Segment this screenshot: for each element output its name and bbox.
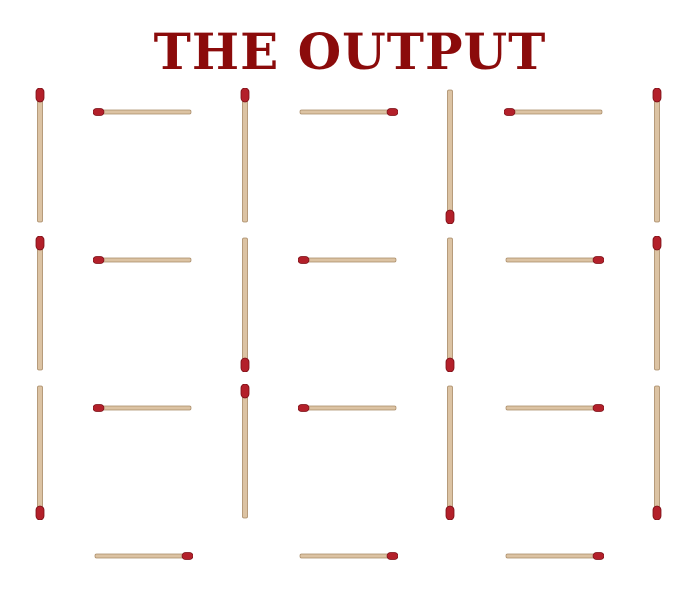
matchstick-vertical-r2-c3[interactable]: [649, 384, 665, 520]
matchstick-horizontal-r0-c0[interactable]: [92, 106, 193, 118]
matchstick-vertical-r0-c0[interactable]: [32, 88, 48, 224]
matchstick-vertical-r0-c1[interactable]: [237, 88, 253, 224]
matchstick-horizontal-r2-c1[interactable]: [297, 402, 398, 414]
matchstick-horizontal-r1-c0[interactable]: [92, 254, 193, 266]
page-title: THE OUTPUT: [153, 22, 547, 81]
matchstick-vertical-r1-c1[interactable]: [237, 236, 253, 372]
matchstick-horizontal-r1-c2[interactable]: [504, 254, 604, 266]
matchstick-horizontal-r3-c1[interactable]: [298, 550, 398, 562]
matchstick-vertical-r1-c3[interactable]: [649, 236, 665, 372]
matchstick-horizontal-r3-c0[interactable]: [93, 550, 193, 562]
matchstick-vertical-r0-c2[interactable]: [442, 88, 458, 224]
matchstick-horizontal-r0-c1[interactable]: [298, 106, 398, 118]
matchstick-vertical-r2-c0[interactable]: [32, 384, 48, 520]
matchstick-horizontal-r2-c0[interactable]: [92, 402, 193, 414]
matchstick-vertical-r1-c0[interactable]: [32, 236, 48, 372]
matchstick-horizontal-r3-c2[interactable]: [504, 550, 604, 562]
matchstick-vertical-r1-c2[interactable]: [442, 236, 458, 372]
matchstick-vertical-r0-c3[interactable]: [649, 88, 665, 224]
matchstick-horizontal-r1-c1[interactable]: [297, 254, 398, 266]
matchstick-vertical-r2-c1[interactable]: [237, 384, 253, 520]
matchstick-horizontal-r0-c2[interactable]: [503, 106, 604, 118]
matchstick-vertical-r2-c2[interactable]: [442, 384, 458, 520]
matchstick-horizontal-r2-c2[interactable]: [504, 402, 604, 414]
